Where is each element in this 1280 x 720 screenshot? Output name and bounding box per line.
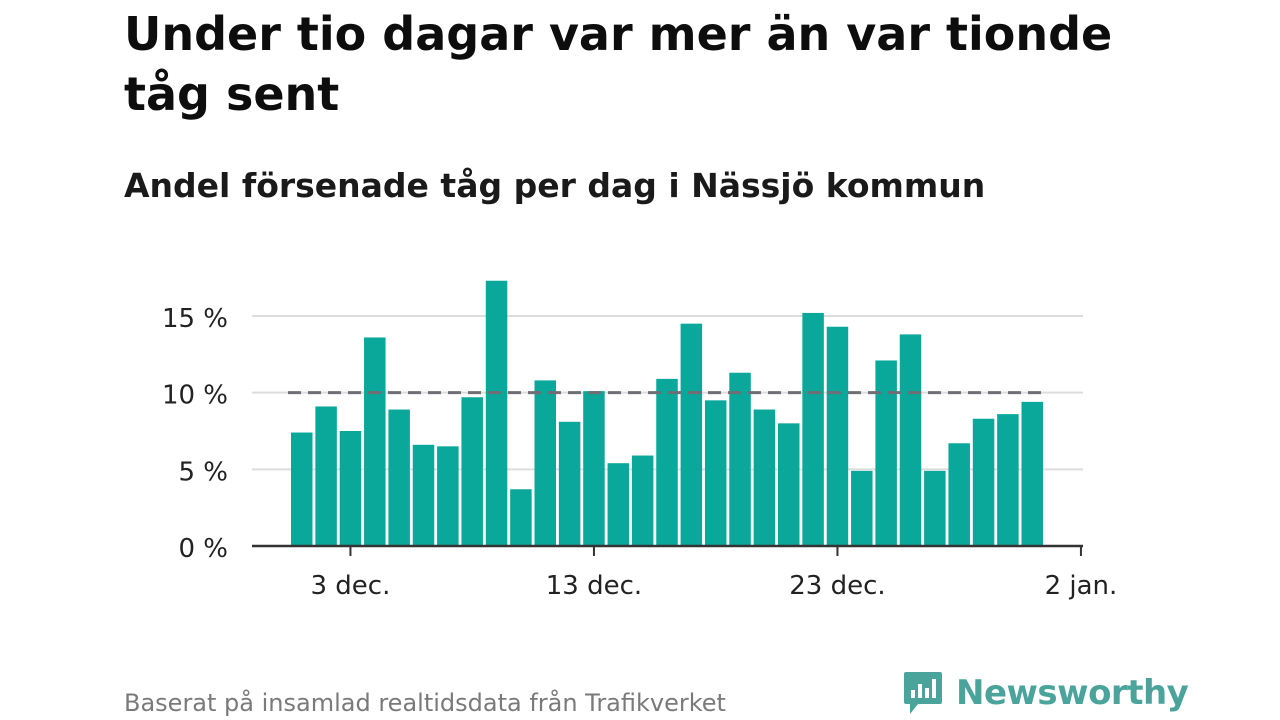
bar bbox=[778, 423, 800, 546]
bar bbox=[388, 409, 410, 546]
bar bbox=[753, 409, 776, 546]
bar bbox=[558, 421, 581, 546]
bar bbox=[1021, 401, 1043, 546]
bar bbox=[729, 372, 751, 546]
x-tick-label: 23 dec. bbox=[789, 571, 885, 601]
x-tick-label: 2 jan. bbox=[1045, 571, 1118, 601]
bar bbox=[802, 312, 824, 546]
source-note: Baserat på insamlad realtidsdata från Tr… bbox=[124, 689, 726, 717]
bar bbox=[656, 378, 678, 546]
bar bbox=[412, 444, 435, 546]
chart-title: Under tio dagar var mer än var tionde tå… bbox=[124, 7, 1113, 121]
bar bbox=[997, 414, 1019, 546]
x-tick-label: 13 dec. bbox=[546, 571, 642, 601]
bar bbox=[291, 432, 313, 546]
bar bbox=[339, 431, 362, 546]
bar-chart: 0 % 5 % 10 % 15 % 3 dec. 13 dec. 23 dec. 2 jan. bbox=[162, 280, 1118, 601]
bar bbox=[851, 470, 873, 546]
bar bbox=[485, 280, 508, 546]
bar bbox=[364, 337, 386, 546]
bar bbox=[680, 323, 703, 546]
bar bbox=[315, 406, 337, 546]
bar bbox=[534, 380, 556, 546]
x-tick-label: 3 dec. bbox=[311, 571, 391, 601]
newsworthy-logo-icon bbox=[904, 672, 942, 714]
bar bbox=[704, 400, 727, 546]
bar bbox=[631, 455, 654, 546]
bar bbox=[461, 397, 483, 546]
bar bbox=[899, 334, 922, 546]
y-tick-label: 5 % bbox=[178, 457, 228, 487]
y-tick-label: 10 % bbox=[162, 381, 228, 411]
bar bbox=[948, 443, 970, 546]
bar bbox=[583, 391, 605, 546]
brand-logo: Newsworthy bbox=[902, 668, 1189, 718]
bar bbox=[924, 470, 946, 546]
chart-subtitle: Andel försenade tåg per dag i Nässjö kom… bbox=[124, 166, 986, 205]
bar bbox=[437, 446, 459, 546]
y-tick-label: 15 % bbox=[162, 304, 228, 334]
bar bbox=[510, 489, 532, 546]
brand-name: Newsworthy bbox=[956, 673, 1189, 713]
bar bbox=[607, 463, 630, 546]
bar bbox=[875, 360, 897, 546]
bar bbox=[972, 418, 995, 546]
y-tick-label: 0 % bbox=[178, 534, 228, 564]
bar bbox=[826, 326, 849, 546]
